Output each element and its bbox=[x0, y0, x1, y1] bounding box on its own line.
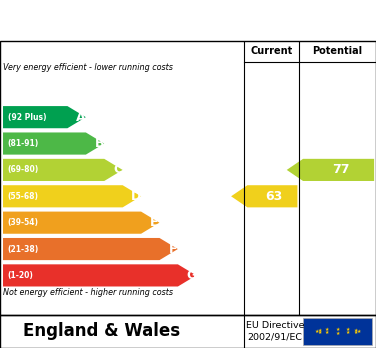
Text: 63: 63 bbox=[266, 190, 283, 203]
Text: ★: ★ bbox=[346, 330, 350, 335]
Text: Not energy efficient - higher running costs: Not energy efficient - higher running co… bbox=[3, 288, 173, 297]
Text: (55-68): (55-68) bbox=[8, 192, 38, 201]
Text: (1-20): (1-20) bbox=[8, 271, 33, 280]
Text: ★: ★ bbox=[317, 330, 322, 335]
Polygon shape bbox=[3, 212, 159, 234]
Text: (39-54): (39-54) bbox=[8, 218, 38, 227]
Text: F: F bbox=[169, 243, 177, 255]
Text: E: E bbox=[150, 216, 159, 229]
Text: ★: ★ bbox=[353, 328, 358, 333]
Text: ★: ★ bbox=[335, 327, 340, 332]
Text: (21-38): (21-38) bbox=[8, 245, 39, 254]
Text: B: B bbox=[94, 137, 104, 150]
Text: ★: ★ bbox=[315, 329, 319, 334]
Polygon shape bbox=[3, 159, 123, 181]
Text: (81-91): (81-91) bbox=[8, 139, 39, 148]
Polygon shape bbox=[231, 185, 297, 207]
Polygon shape bbox=[3, 133, 104, 155]
Polygon shape bbox=[3, 238, 178, 260]
Polygon shape bbox=[3, 106, 86, 128]
Text: ★: ★ bbox=[317, 328, 322, 333]
Text: (69-80): (69-80) bbox=[8, 165, 39, 174]
Text: A: A bbox=[76, 111, 86, 124]
Text: ★: ★ bbox=[335, 331, 340, 335]
Text: (92 Plus): (92 Plus) bbox=[8, 113, 46, 122]
Text: Very energy efficient - lower running costs: Very energy efficient - lower running co… bbox=[3, 63, 173, 72]
Text: England & Wales: England & Wales bbox=[23, 322, 180, 340]
Text: ★: ★ bbox=[325, 330, 329, 335]
Text: 77: 77 bbox=[332, 164, 349, 176]
Text: EU Directive
2002/91/EC: EU Directive 2002/91/EC bbox=[246, 321, 305, 342]
Text: Potential: Potential bbox=[312, 46, 363, 56]
Text: ★: ★ bbox=[325, 327, 329, 332]
Text: ★: ★ bbox=[353, 330, 358, 335]
Text: D: D bbox=[131, 190, 141, 203]
Polygon shape bbox=[3, 185, 141, 207]
Text: ★: ★ bbox=[346, 327, 350, 332]
Text: ★: ★ bbox=[356, 329, 361, 334]
Text: G: G bbox=[186, 269, 197, 282]
Bar bbox=[303, 318, 372, 345]
Text: Current: Current bbox=[250, 46, 293, 56]
Polygon shape bbox=[287, 159, 374, 181]
Text: Energy Efficiency Rating: Energy Efficiency Rating bbox=[11, 11, 240, 30]
Polygon shape bbox=[3, 264, 196, 286]
Text: C: C bbox=[113, 164, 122, 176]
